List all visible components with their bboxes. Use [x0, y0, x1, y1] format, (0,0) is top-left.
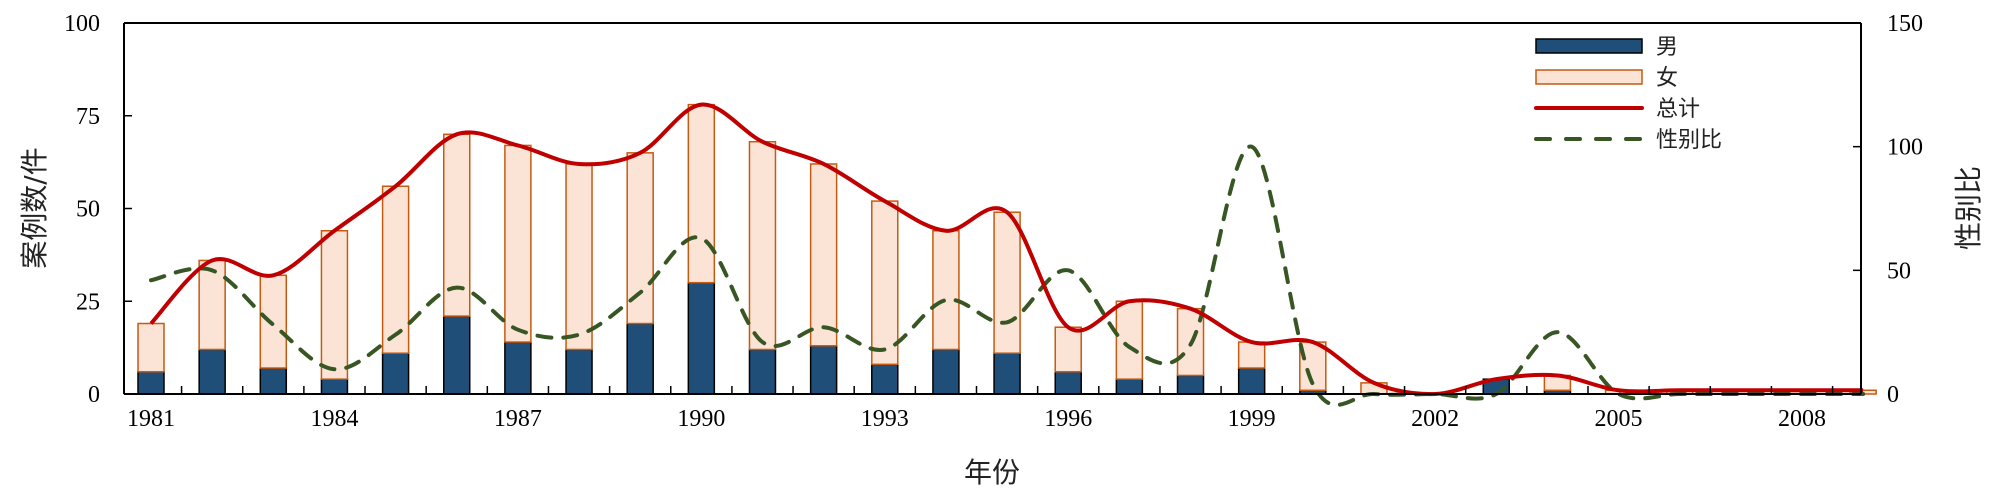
bar-male-1984 — [320, 378, 349, 395]
bar-male-1998 — [1176, 374, 1205, 395]
bar-female-1994 — [932, 230, 960, 351]
bars-layer — [137, 103, 1877, 395]
y-tick-label-25: 25 — [76, 289, 100, 315]
bar-male-1983 — [259, 367, 288, 395]
bar-male-1993 — [871, 363, 899, 395]
x-tick-label-1990: 1990 — [677, 406, 725, 432]
bar-female-1981 — [137, 322, 165, 373]
bar-male-1982 — [198, 348, 226, 395]
bar-female-1997 — [1115, 300, 1144, 380]
line-total — [149, 102, 1864, 397]
bar-male-1999 — [1237, 367, 1266, 395]
y-tick-label-100: 100 — [64, 11, 100, 37]
y2-tick-label-100: 100 — [1887, 135, 1923, 161]
x-tick-label-1999: 1999 — [1228, 406, 1276, 432]
bar-male-1981 — [137, 370, 165, 395]
legend-swatch-male — [1535, 38, 1643, 54]
y-axis-title: 案例数/件 — [18, 147, 51, 268]
bar-female-1992 — [809, 163, 838, 347]
x-tick-label-2002: 2002 — [1411, 406, 1459, 432]
y-tick-label-0: 0 — [88, 382, 100, 408]
bar-male-1988 — [565, 348, 593, 395]
bar-female-1988 — [565, 163, 593, 351]
bar-female-1999 — [1237, 341, 1266, 369]
legend-label-male: 男 — [1656, 35, 1678, 60]
bar-female-1985 — [381, 185, 410, 354]
bar-male-1991 — [748, 348, 777, 395]
lines-layer — [149, 102, 1866, 407]
x-tick-label-2005: 2005 — [1595, 406, 1643, 432]
legend-swatch-female — [1535, 69, 1643, 85]
bar-female-1990 — [687, 103, 716, 284]
y-tick-label-75: 75 — [76, 104, 100, 130]
bar-female-1984 — [320, 230, 349, 380]
bar-male-1986 — [442, 315, 471, 395]
y2-tick-label-150: 150 — [1887, 11, 1923, 37]
y2-axis-title: 性别比 — [1952, 166, 1985, 250]
legend-label-female: 女 — [1656, 66, 1678, 91]
x-tick-label-1984: 1984 — [310, 406, 358, 432]
x-tick-label-2008: 2008 — [1778, 406, 1826, 432]
bar-male-1990 — [687, 281, 716, 395]
bar-male-1987 — [504, 341, 532, 395]
x-tick-label-1993: 1993 — [861, 406, 909, 432]
y2-tick-label-50: 50 — [1887, 258, 1911, 284]
x-axis-title: 年份 — [964, 456, 1020, 489]
bar-female-1996 — [1054, 326, 1082, 373]
y-tick-label-50: 50 — [76, 197, 100, 223]
bar-male-1985 — [381, 352, 410, 395]
bar-female-1993 — [871, 200, 899, 366]
line-sex-ratio — [149, 144, 1866, 407]
bar-male-1997 — [1115, 378, 1144, 395]
x-tick-label-1987: 1987 — [494, 406, 542, 432]
legend-label-total: 总计 — [1656, 97, 1700, 122]
x-tick-label-1996: 1996 — [1044, 406, 1092, 432]
bar-female-1987 — [504, 144, 532, 343]
bar-female-1983 — [259, 274, 288, 369]
bar-male-1995 — [993, 352, 1021, 395]
bar-female-1982 — [198, 259, 226, 351]
axes-layer: 1981 1984 1987 1990 1993 1996 1999 2002 2005 2008… — [64, 11, 1923, 432]
legend-label-sex-ratio: 性别比 — [1656, 128, 1722, 153]
bar-male-1994 — [932, 348, 960, 395]
x-tick-label-1981: 1981 — [127, 406, 175, 432]
bar-male-1992 — [809, 345, 838, 395]
bar-male-1989 — [626, 322, 654, 395]
bar-female-1991 — [748, 140, 777, 351]
bar-female-1995 — [993, 211, 1021, 354]
bar-male-1996 — [1054, 370, 1082, 395]
y2-tick-label-0: 0 — [1887, 382, 1899, 408]
